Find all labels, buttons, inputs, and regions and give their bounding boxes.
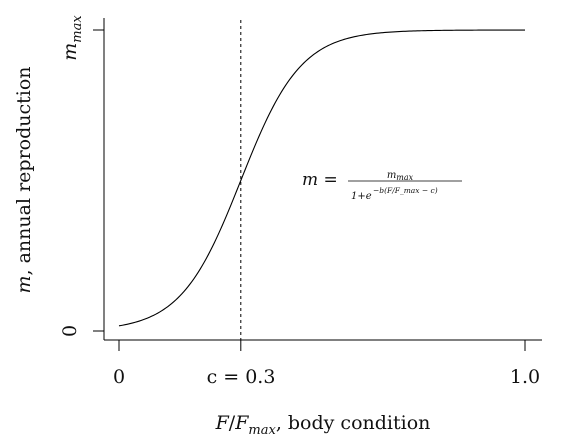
x-tick-marks <box>118 340 526 351</box>
equation-denominator: 1+e <box>351 191 372 202</box>
x-tick-label-0: 0 <box>113 366 125 388</box>
x-tick-label-1: 1.0 <box>510 366 540 388</box>
y-tick-label-mmax: mmax <box>59 15 85 61</box>
equation-exponent: −b(F/F_max − c) <box>373 186 438 195</box>
equation-annotation: m = mmax 1+e −b(F/F_max − c) <box>302 170 462 202</box>
x-tick-label-c: c = 0.3 <box>207 366 276 388</box>
y-tick-marks <box>93 29 104 332</box>
x-axis-title: F/Fmax, body condition <box>215 412 431 438</box>
equation-lhs: m = <box>302 170 338 190</box>
y-tick-label-0: 0 <box>59 325 81 337</box>
y-axis-title: m, annual reproduction <box>13 66 35 293</box>
logistic-curve <box>118 29 526 327</box>
equation-numerator: mmax <box>387 170 414 182</box>
